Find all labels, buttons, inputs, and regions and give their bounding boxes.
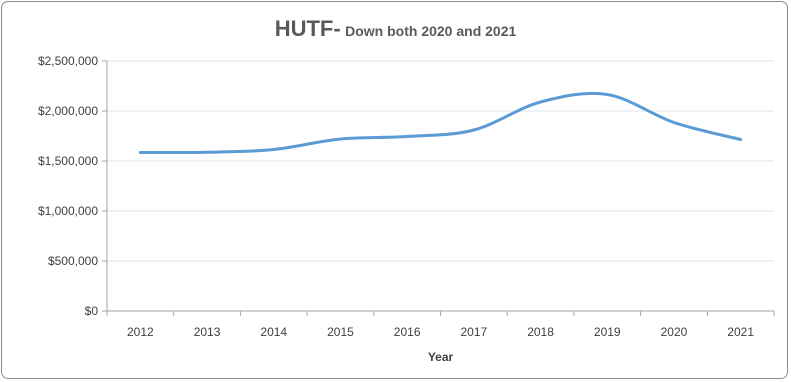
series bbox=[138, 91, 743, 155]
y-tick-label: $1,500,000 bbox=[38, 154, 98, 168]
x-tick-label: 2014 bbox=[260, 325, 287, 339]
data-point bbox=[672, 121, 675, 124]
x-tick-label: 2017 bbox=[460, 325, 487, 339]
x-axis-title: Year bbox=[428, 350, 454, 364]
y-tick-label: $0 bbox=[85, 304, 99, 318]
chart-title: HUTF- bbox=[274, 16, 341, 41]
data-point bbox=[139, 151, 142, 154]
data-point bbox=[406, 135, 409, 138]
gridlines bbox=[107, 60, 774, 262]
data-point bbox=[739, 138, 742, 141]
x-tick-label: 2019 bbox=[594, 325, 621, 339]
axes bbox=[102, 60, 775, 316]
data-point bbox=[206, 151, 209, 154]
chart-title-block: HUTF- Down both 2020 and 2021 bbox=[0, 16, 791, 42]
x-tick-label: 2020 bbox=[661, 325, 688, 339]
y-tick-labels: $0 $500,000 $1,000,000 $1,500,000 $2,000,000… bbox=[38, 54, 98, 318]
x-tick-label: 2013 bbox=[194, 325, 221, 339]
data-point bbox=[606, 93, 609, 96]
series-line bbox=[138, 91, 743, 155]
chart-subtitle: Down both 2020 and 2021 bbox=[345, 23, 517, 39]
y-tick-label: $2,000,000 bbox=[38, 104, 98, 118]
x-tick-label: 2012 bbox=[127, 325, 154, 339]
x-tick-labels: 2012 2013 2014 2015 2016 2017 2018 2019 2020 2021 bbox=[127, 325, 754, 339]
y-tick-label: $1,000,000 bbox=[38, 204, 98, 218]
x-tick-label: 2018 bbox=[527, 325, 554, 339]
x-tick-label: 2016 bbox=[394, 325, 421, 339]
data-point bbox=[472, 129, 475, 132]
data-point bbox=[339, 138, 342, 141]
data-point bbox=[272, 148, 275, 151]
x-tick-label: 2021 bbox=[727, 325, 754, 339]
data-point bbox=[539, 101, 542, 104]
y-tick-label: $500,000 bbox=[48, 254, 98, 268]
x-tick-label: 2015 bbox=[327, 325, 354, 339]
y-tick-label: $2,500,000 bbox=[38, 54, 98, 68]
